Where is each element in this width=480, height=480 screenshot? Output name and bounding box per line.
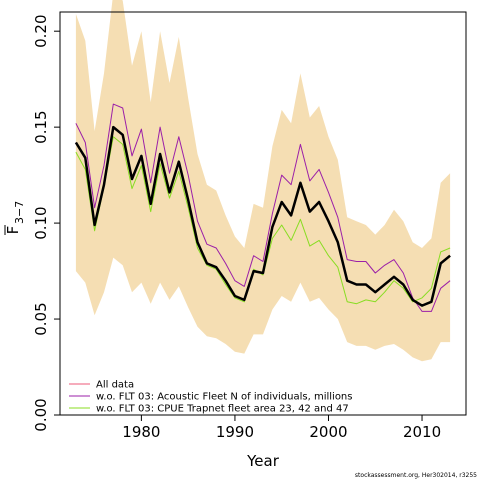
- series-line-3: [75, 136, 451, 305]
- legend-label: w.o. FLT 03: CPUE Trapnet fleet area 23,…: [96, 404, 349, 415]
- y-tick-label: 0.10: [32, 206, 50, 239]
- y-tick-label: 0.15: [32, 110, 50, 143]
- x-tick-label: 1990: [216, 423, 254, 441]
- x-axis-title: Year: [246, 452, 280, 470]
- footer-credit: stockassessment.org, Her302014, r3255: [355, 472, 477, 479]
- series-line-0: [74, 125, 451, 307]
- y-axis-title: F 3−7: [4, 201, 26, 235]
- y-axis: 0.00 0.05 0.10 0.15 0.20: [32, 14, 60, 432]
- y-tick-label: 0.05: [32, 302, 50, 335]
- series-layer: [74, 103, 451, 312]
- series-line-2: [75, 103, 451, 312]
- confidence-band-layer: [75, 0, 451, 362]
- confidence-band: [75, 0, 451, 362]
- y-tick-label: 0.00: [32, 398, 50, 431]
- y-tick-label: 0.20: [32, 14, 50, 47]
- plot-frame: [59, 11, 467, 416]
- y-axis-title-subscript: 3−7: [13, 201, 26, 224]
- x-tick-label: 2000: [309, 423, 347, 441]
- legend-label: All data: [96, 380, 134, 391]
- x-axis: 1980 1990 2000 2010: [122, 415, 441, 441]
- x-tick-label: 1980: [122, 423, 160, 441]
- legend-label: w.o. FLT 03: Acoustic Fleet N of individ…: [96, 392, 352, 403]
- y-axis-title-main: F: [4, 226, 22, 235]
- x-tick-label: 2010: [403, 423, 441, 441]
